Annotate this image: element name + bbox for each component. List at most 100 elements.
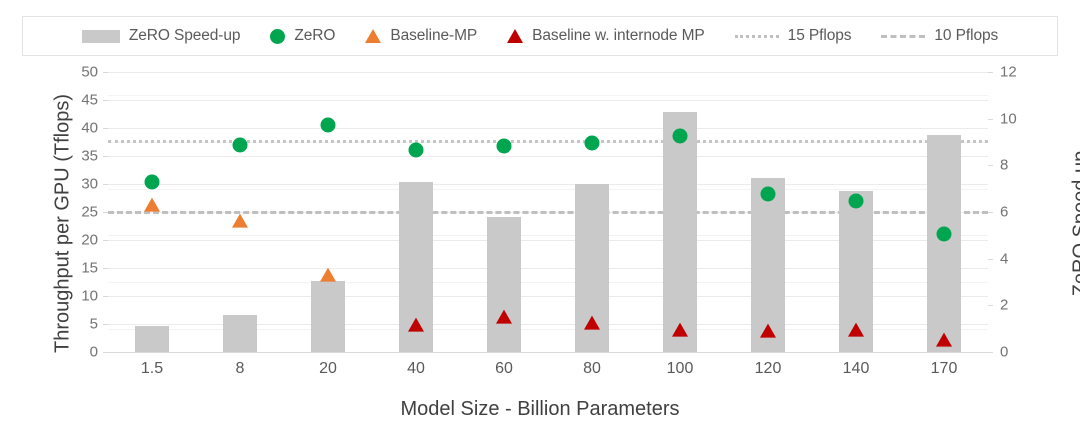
legend-label: Baseline w. internode MP — [532, 27, 705, 44]
x-axis-title: Model Size - Billion Parameters — [400, 398, 680, 420]
x-tick-label: 1.5 — [140, 360, 164, 377]
data-point-baseline-w-internode-mp — [496, 309, 512, 324]
y-tick-mark-right — [988, 118, 993, 120]
y-tick-mark-left — [103, 156, 108, 157]
legend-item-zero: ZeRO — [270, 27, 335, 45]
bar — [135, 325, 169, 352]
x-tick-label: 170 — [930, 360, 958, 377]
data-point-zero — [672, 128, 688, 144]
x-tick-label: 20 — [319, 360, 337, 377]
y-tick-label-right: 12 — [1000, 63, 1017, 81]
y-tick-label-right: 0 — [1000, 343, 1009, 361]
legend-label: 15 Pflops — [787, 27, 852, 44]
data-point-zero — [584, 135, 600, 151]
y-tick-label-left: 25 — [81, 203, 98, 221]
y-tick-mark-left — [103, 352, 108, 353]
gridline-minor — [108, 188, 988, 190]
gridline-major — [108, 156, 988, 157]
dotted-line-icon — [734, 34, 779, 38]
legend-label: Baseline-MP — [390, 27, 478, 44]
y-tick-mark-left — [103, 100, 108, 101]
data-point-zero — [848, 193, 864, 209]
y-tick-label-left: 15 — [81, 259, 98, 277]
y-tick-mark-left — [103, 268, 108, 269]
bar — [487, 216, 521, 352]
triangle-marker-icon — [365, 29, 382, 43]
y-tick-label-left: 35 — [81, 147, 98, 165]
y-tick-label-right: 8 — [1000, 156, 1009, 174]
data-point-zero — [320, 117, 336, 133]
y-tick-mark-right — [988, 212, 993, 213]
gridline-major — [108, 324, 988, 325]
gridline-minor — [108, 328, 988, 330]
y-tick-label-right: 2 — [1000, 296, 1009, 314]
data-point-baseline-mp — [144, 197, 160, 212]
data-point-zero — [408, 142, 424, 158]
x-tick-label: 80 — [583, 360, 601, 377]
y-tick-mark-right — [988, 352, 993, 353]
x-axis-baseline — [108, 352, 988, 353]
data-point-baseline-mp — [320, 267, 336, 282]
y-tick-mark-right — [988, 258, 993, 260]
y-axis-title-left: Throughput per GPU (Tflops) — [51, 94, 74, 353]
y-tick-mark-right — [988, 305, 993, 307]
gridline-major — [108, 296, 988, 297]
y-tick-mark-right — [988, 72, 993, 73]
gridline-major — [108, 268, 988, 269]
legend-item-15-pflops: 15 Pflops — [734, 27, 852, 45]
y-tick-mark-left — [103, 184, 108, 185]
gridline-major — [108, 100, 988, 101]
legend-label: ZeRO — [294, 27, 336, 44]
bar — [751, 178, 785, 352]
legend-item-baseline-internode-mp: Baseline w. internode MP — [507, 27, 705, 45]
x-tick-label: 100 — [666, 360, 694, 377]
data-point-zero — [144, 174, 160, 190]
gridline-major — [108, 184, 988, 185]
data-point-baseline-w-internode-mp — [408, 317, 424, 332]
bar — [663, 112, 697, 352]
y-tick-label-left: 45 — [81, 91, 98, 109]
bar — [223, 315, 257, 352]
x-tick-label: 40 — [407, 360, 425, 377]
legend-label: 10 Pflops — [934, 27, 999, 44]
gridline-major — [108, 128, 988, 129]
data-point-baseline-w-internode-mp — [584, 315, 600, 330]
reference-line-10-pflops — [108, 211, 988, 215]
data-point-zero — [232, 137, 248, 153]
gridline-minor — [108, 282, 988, 283]
x-tick-label: 120 — [754, 360, 782, 377]
y-tick-mark-left — [103, 128, 108, 129]
y-tick-label-right: 6 — [1000, 203, 1009, 221]
legend-item-baseline-mp: Baseline-MP — [365, 27, 477, 45]
data-point-baseline-mp — [232, 213, 248, 228]
y-axis-title-right: ZeRO Speed-up — [1069, 150, 1080, 297]
y-tick-mark-left — [103, 240, 108, 241]
dashed-line-icon — [881, 34, 926, 38]
y-tick-label-left: 20 — [81, 231, 98, 249]
data-point-zero — [496, 138, 512, 154]
y-tick-label-left: 5 — [89, 315, 98, 333]
reference-line-15-pflops — [108, 140, 988, 144]
gridline-major — [108, 72, 988, 73]
y-tick-label-right: 10 — [1000, 110, 1017, 128]
bar — [927, 134, 961, 352]
x-tick-label: 60 — [495, 360, 513, 377]
gridline-major — [108, 240, 988, 241]
y-tick-mark-right — [988, 165, 993, 167]
data-point-baseline-w-internode-mp — [848, 322, 864, 337]
y-tick-label-left: 0 — [89, 343, 98, 361]
chart-legend: ZeRO Speed-up ZeRO Baseline-MP Baseline … — [22, 16, 1058, 56]
x-tick-label: 140 — [842, 360, 870, 377]
plot-area: 0 5 10 15 20 25 30 35 40 45 50 0 2 4 6 8 10 12 1.5 8 20 40 6… — [81, 64, 1016, 378]
y-tick-mark-left — [103, 324, 108, 325]
legend-item-10-pflops: 10 Pflops — [881, 27, 998, 45]
y-tick-label-left: 50 — [81, 63, 98, 81]
gridline-minor — [108, 95, 988, 97]
bar-swatch-icon — [81, 29, 120, 43]
bar — [311, 280, 345, 352]
y-tick-label-left: 10 — [81, 287, 98, 305]
data-point-zero — [936, 226, 952, 242]
data-point-baseline-w-internode-mp — [672, 322, 688, 337]
y-tick-mark-left — [103, 72, 108, 73]
